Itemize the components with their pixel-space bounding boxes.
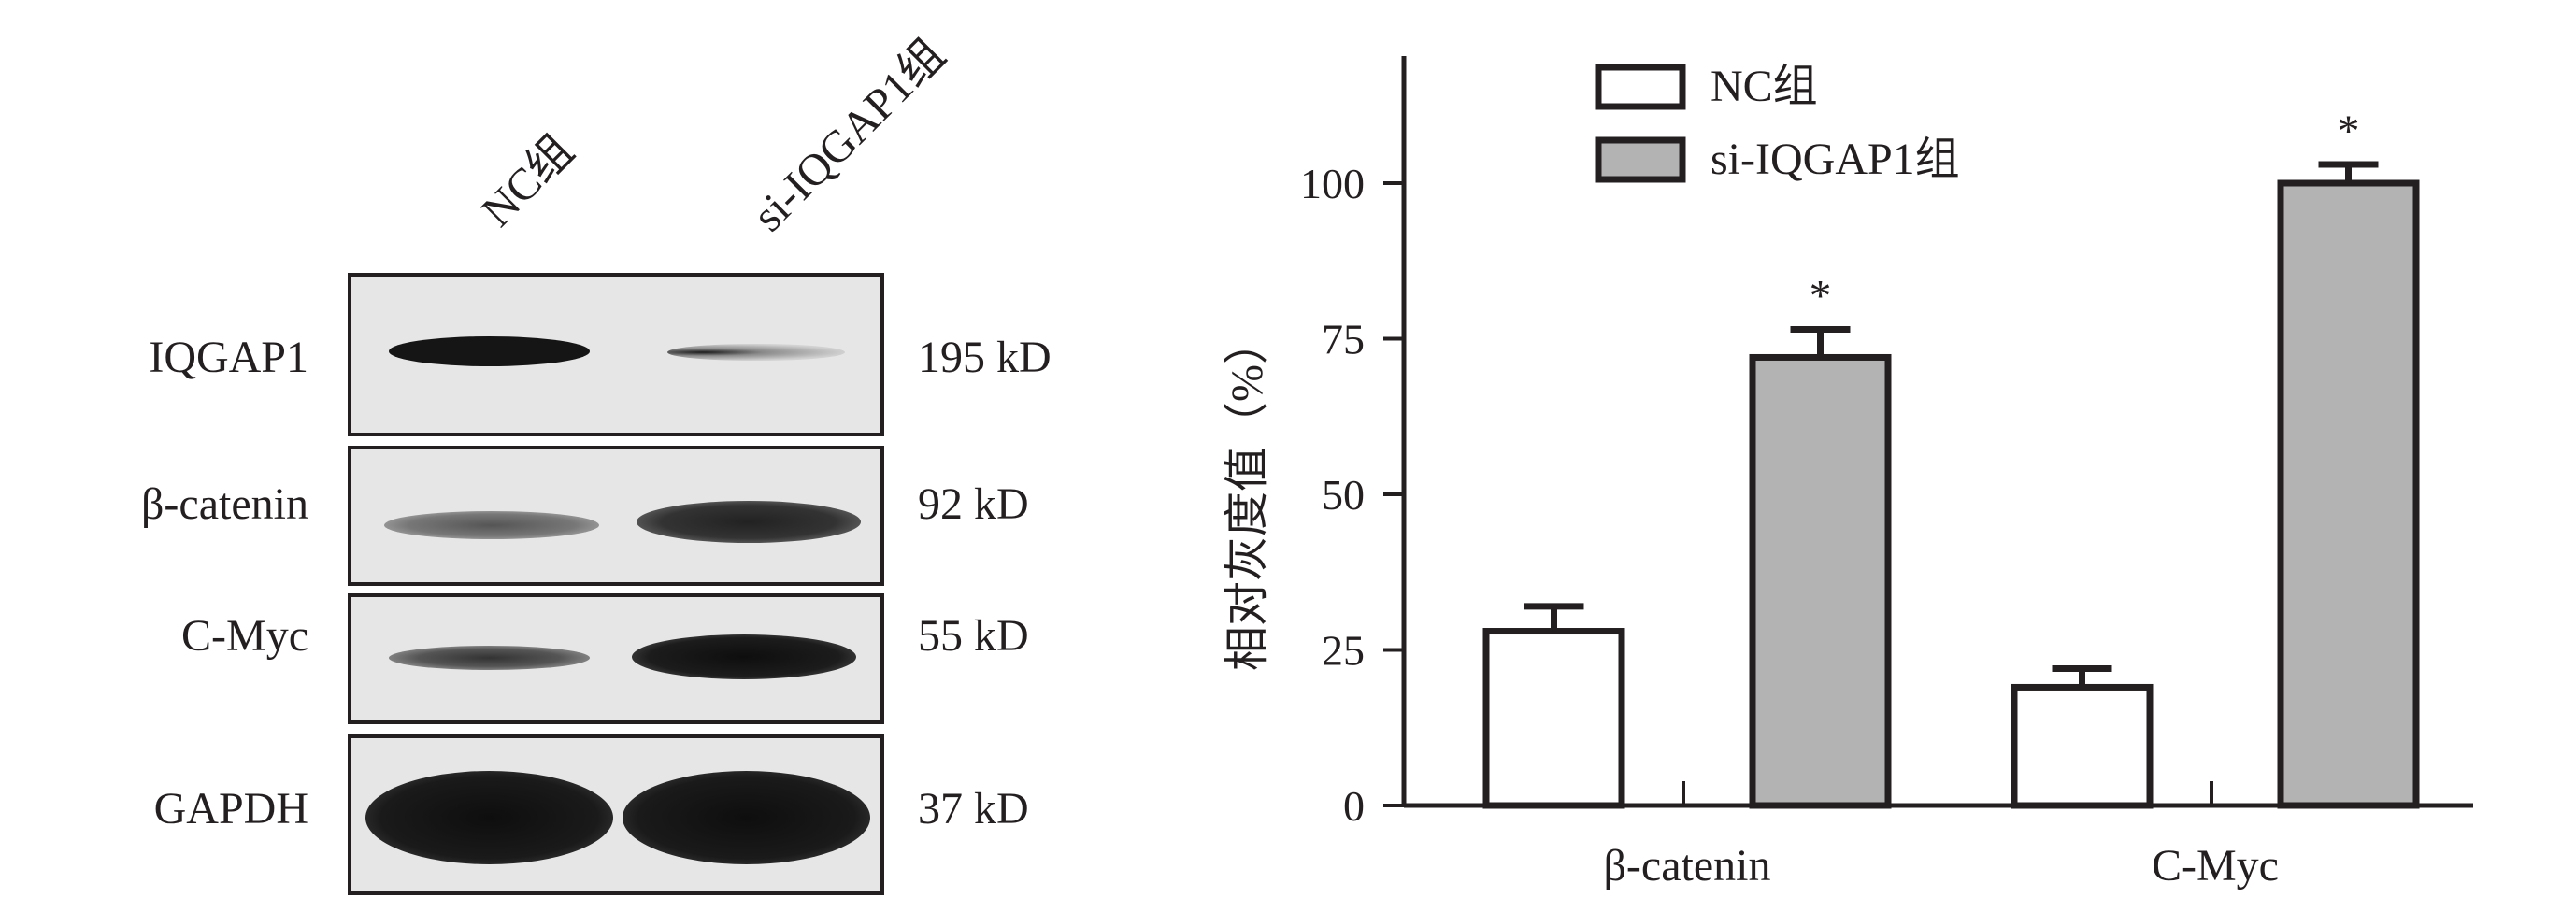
significance-marker: * — [1810, 272, 1832, 321]
kd-label-iqgap1: 195 kD — [918, 333, 1052, 382]
band — [365, 771, 613, 864]
legend-swatch-nc — [1595, 64, 1686, 110]
bar-si-0 — [1749, 353, 1892, 809]
bar-nc-1 — [2011, 683, 2154, 809]
band — [384, 511, 599, 539]
y-tick-label: 0 — [1343, 782, 1365, 830]
legend-label-nc: NC组 — [1710, 62, 1818, 111]
blot-strip-c-myc — [348, 593, 884, 724]
y-tick-label: 100 — [1300, 160, 1365, 207]
row-label-c-myc: C-Myc — [181, 611, 308, 661]
y-tick-label: 75 — [1322, 316, 1365, 363]
legend-swatch-si — [1595, 136, 1686, 183]
y-axis-label: 相对灰度值（%） — [1223, 320, 1272, 671]
band — [667, 344, 845, 361]
band — [389, 646, 590, 670]
band — [637, 501, 861, 543]
x-tick-label: β-catenin — [1604, 841, 1771, 891]
row-label-gapdh: GAPDH — [153, 784, 308, 834]
x-tick-label: C-Myc — [2152, 841, 2279, 891]
row-label-beta-catenin: β-catenin — [141, 479, 308, 529]
band — [632, 634, 856, 679]
lane-label-si: si-IQGAP1组 — [743, 29, 955, 241]
y-tick-label: 50 — [1322, 471, 1365, 519]
band — [623, 771, 870, 864]
blot-strip-gapdh — [348, 734, 884, 895]
blot-strip-iqgap1 — [348, 273, 884, 436]
legend-label-si: si-IQGAP1组 — [1710, 135, 1960, 184]
row-label-iqgap1: IQGAP1 — [149, 333, 308, 382]
band — [389, 336, 590, 366]
kd-label-beta-catenin: 92 kD — [918, 479, 1029, 529]
bar-nc-0 — [1482, 628, 1625, 809]
blot-strip-beta-catenin — [348, 446, 884, 586]
lane-label-nc: NC组 — [472, 125, 583, 236]
kd-label-gapdh: 37 kD — [918, 784, 1029, 834]
kd-label-c-myc: 55 kD — [918, 611, 1029, 661]
bar-si-1 — [2277, 179, 2420, 809]
y-tick-label: 25 — [1322, 627, 1365, 675]
bar-chart: 0 25 50 75 100 相对灰度值（%） * β-catenin * C-Myc NC组 si-… — [1223, 56, 2473, 891]
significance-marker: * — [2338, 107, 2360, 156]
